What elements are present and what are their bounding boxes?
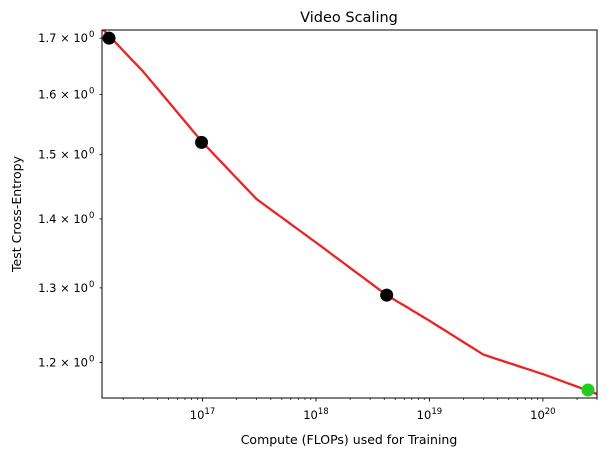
y-tick-label: 1.5 × 10 <box>38 148 88 162</box>
plot-frame <box>101 29 598 399</box>
x-tick-exponent: 18 <box>318 407 329 417</box>
y-tick-exponent: 0 <box>89 147 94 157</box>
y-tick-label: 1.3 × 10 <box>38 281 88 295</box>
x-tick-base: 10 <box>417 408 432 422</box>
data-point-4 <box>581 383 595 397</box>
x-tick-base: 10 <box>530 408 545 422</box>
x-axis-ticks: 1017 1018 1019 1020 <box>122 398 598 422</box>
x-tick-exponent: 19 <box>431 407 442 417</box>
y-tick-label: 1.4 × 10 <box>38 212 88 226</box>
y-axis-ticks: 1.2 × 10 01.3 × 10 01.4 × 10 01.5 × 10 01.6 … <box>38 30 102 369</box>
x-tick-base: 10 <box>303 408 318 422</box>
y-tick-exponent: 0 <box>89 280 94 290</box>
x-tick-exponent: 20 <box>545 407 556 417</box>
x-tick-label: 1019 <box>417 407 442 422</box>
y-tick-exponent: 0 <box>89 211 94 221</box>
y-axis-label: Test Cross-Entropy <box>9 155 24 273</box>
chart-title: Video Scaling <box>300 10 398 26</box>
x-axis-label: Compute (FLOPs) used for Training <box>241 432 458 447</box>
x-tick-exponent: 17 <box>204 407 215 417</box>
x-tick-label: 1017 <box>190 407 215 422</box>
data-point-1 <box>102 31 116 45</box>
y-tick-exponent: 0 <box>89 354 94 364</box>
data-point-3 <box>380 288 394 302</box>
y-tick-label: 1.6 × 10 <box>38 88 88 102</box>
y-tick-exponent: 0 <box>89 30 94 40</box>
x-tick-base: 10 <box>190 408 205 422</box>
y-tick-label: 1.2 × 10 <box>38 355 88 369</box>
fit-curve <box>102 30 597 396</box>
x-tick-label: 1020 <box>530 407 555 422</box>
y-tick-exponent: 0 <box>89 87 94 97</box>
x-tick-label: 1018 <box>303 407 328 422</box>
plot-content <box>102 30 597 397</box>
data-point-2 <box>195 135 209 149</box>
y-tick-label: 1.7 × 10 <box>38 31 88 45</box>
